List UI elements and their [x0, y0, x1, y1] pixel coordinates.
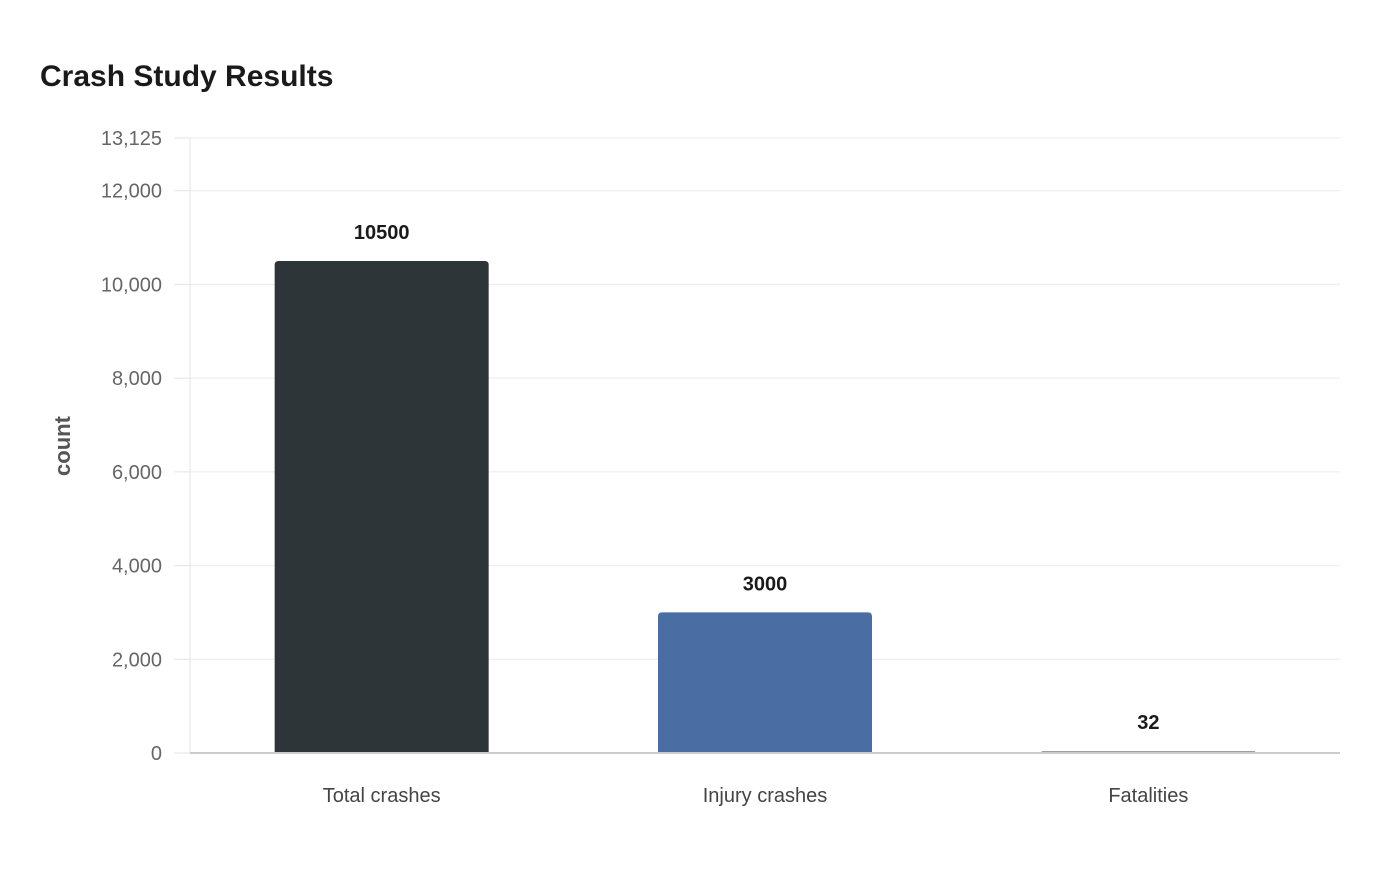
bar-value-label: 10500 [354, 222, 410, 244]
chart-title: Crash Study Results [40, 60, 334, 93]
y-tick-label: 8,000 [112, 368, 162, 390]
bar [658, 612, 872, 753]
bar-value-label: 3000 [743, 573, 788, 595]
y-tick-label: 0 [151, 743, 162, 765]
bar-value-label: 32 [1137, 712, 1159, 734]
y-tick-label: 4,000 [112, 556, 162, 578]
x-category-label: Fatalities [1108, 785, 1188, 807]
y-tick-label: 13,125 [101, 128, 162, 150]
x-category-label: Injury crashes [703, 785, 828, 807]
y-tick-label: 2,000 [112, 649, 162, 671]
y-axis-ticks: 0 2,000 4,000 6,000 8,000 10,000 12,000 13,125 [101, 128, 190, 765]
y-axis-label: count [50, 415, 75, 476]
value-labels: 10500 3000 32 [354, 222, 1160, 734]
x-category-label: Total crashes [323, 785, 441, 807]
y-tick-label: 10,000 [101, 274, 162, 296]
x-axis-categories: Total crashes Injury crashes Fatalities [323, 785, 1189, 807]
bar [274, 261, 489, 753]
y-tick-label: 12,000 [101, 181, 162, 203]
bars [274, 261, 1256, 753]
y-tick-label: 6,000 [112, 462, 162, 484]
